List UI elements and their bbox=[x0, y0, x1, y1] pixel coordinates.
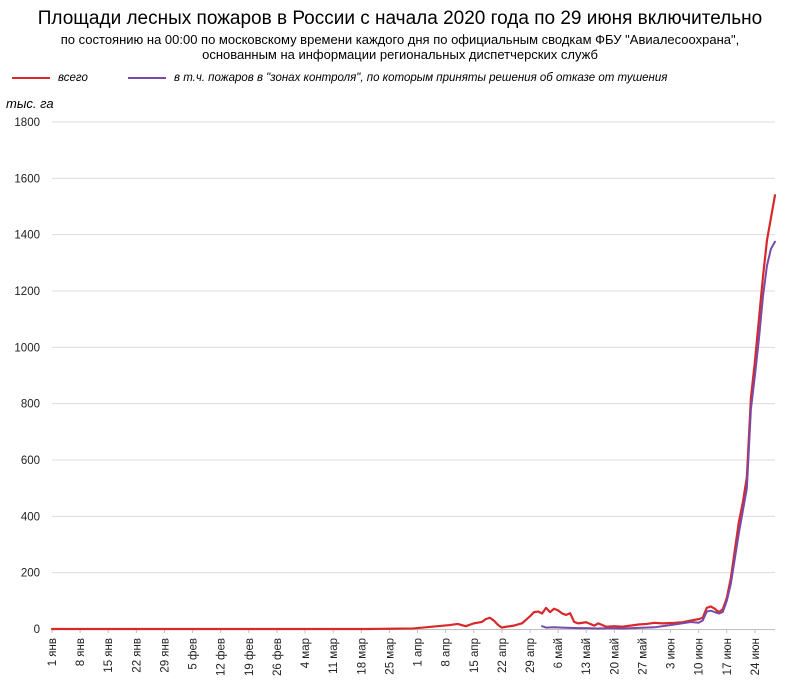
y-tick-label: 1200 bbox=[14, 286, 40, 298]
y-tick-label: 200 bbox=[21, 568, 40, 580]
x-tick-label: 11 мар bbox=[328, 638, 340, 674]
x-tick-label: 27 май bbox=[637, 638, 649, 675]
x-tick-label: 22 янв bbox=[131, 638, 143, 673]
x-tick-label: 20 май bbox=[609, 638, 621, 675]
x-tick-label: 4 мар bbox=[300, 638, 312, 668]
y-tick-label: 1800 bbox=[14, 117, 40, 129]
x-tick-label: 6 май bbox=[553, 638, 565, 668]
chart-subtitle: по состоянию на 00:00 по московскому вре… bbox=[0, 32, 800, 62]
x-tick-label: 1 янв bbox=[47, 638, 59, 666]
y-tick-label: 800 bbox=[21, 399, 40, 411]
x-tick-label: 18 мар bbox=[356, 638, 368, 675]
subtitle-line-1: по состоянию на 00:00 по московскому вре… bbox=[60, 32, 740, 47]
x-tick-label: 13 май bbox=[581, 638, 593, 675]
x-tick-label: 5 фев bbox=[188, 638, 200, 670]
x-tick-label: 15 янв bbox=[103, 638, 115, 673]
x-tick-label: 8 апр bbox=[441, 638, 453, 667]
x-tick-label: 19 фев bbox=[244, 638, 256, 676]
legend-swatch-control bbox=[128, 77, 166, 79]
x-tick-label: 17 июн bbox=[722, 638, 734, 675]
series-line-total bbox=[50, 194, 777, 631]
chart-title: Площади лесных пожаров в России с начала… bbox=[37, 8, 763, 29]
legend-label-control: в т.ч. пожаров в "зонах контроля", по ко… bbox=[174, 72, 668, 84]
y-tick-label: 1600 bbox=[14, 173, 40, 185]
x-tick-label: 3 июн bbox=[666, 638, 678, 669]
y-tick-label: 400 bbox=[21, 511, 40, 523]
x-tick-label: 15 апр bbox=[469, 638, 481, 673]
x-tick-label: 25 мар bbox=[384, 638, 396, 675]
x-tick-label: 29 янв bbox=[159, 638, 171, 673]
x-tick-label: 29 апр bbox=[525, 638, 537, 673]
y-tick-label: 1000 bbox=[14, 342, 40, 354]
y-axis-unit-label: тыс. га bbox=[6, 96, 54, 111]
legend-item-total: всего bbox=[12, 72, 88, 84]
series-line-control bbox=[541, 240, 776, 630]
x-tick-label: 22 апр bbox=[497, 638, 509, 673]
x-tick-label: 8 янв bbox=[75, 638, 87, 666]
x-tick-label: 12 фев bbox=[216, 638, 228, 676]
legend-swatch-total bbox=[12, 77, 50, 79]
x-tick-label: 24 июн bbox=[750, 638, 762, 675]
x-tick-label: 10 июн bbox=[694, 638, 706, 675]
y-tick-label: 1400 bbox=[14, 230, 40, 242]
y-tick-label: 0 bbox=[34, 624, 40, 636]
subtitle-line-2: основанным на информации региональных ди… bbox=[202, 47, 598, 62]
x-tick-label: 1 апр bbox=[413, 638, 425, 667]
x-tick-label: 26 фев bbox=[272, 638, 284, 676]
legend: всего в т.ч. пожаров в "зонах контроля",… bbox=[0, 72, 800, 90]
legend-label-total: всего bbox=[58, 72, 88, 84]
y-tick-label: 600 bbox=[21, 455, 40, 467]
legend-item-control: в т.ч. пожаров в "зонах контроля", по ко… bbox=[128, 72, 667, 84]
